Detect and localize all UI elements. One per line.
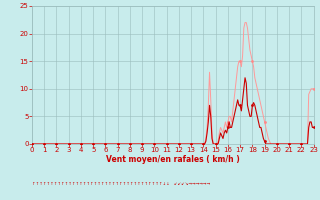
X-axis label: Vent moyen/en rafales ( km/h ): Vent moyen/en rafales ( km/h ) bbox=[106, 155, 240, 164]
Text: ↑↑↑↑↑↑↑↑↑↑↑↑↑↑↑↑↑↑↑↑↑↑↑↑↑↑↑↑↑↑↑↑↑↑↑↑↓↓   ↙↙↙↘→→→→→→: ↑↑↑↑↑↑↑↑↑↑↑↑↑↑↑↑↑↑↑↑↑↑↑↑↑↑↑↑↑↑↑↑↑↑↑↑↓↓ ↙… bbox=[32, 182, 210, 186]
